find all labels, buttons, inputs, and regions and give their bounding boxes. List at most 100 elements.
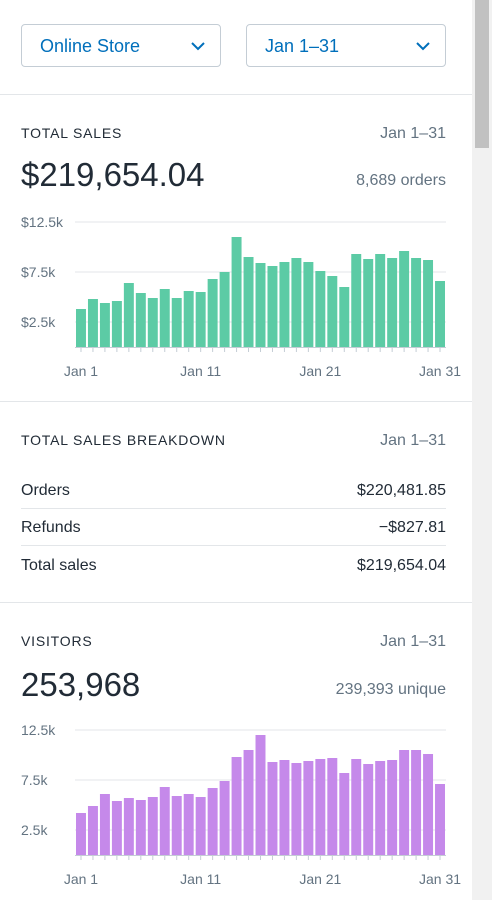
x-tick-label: Jan 1: [64, 871, 98, 887]
store-select-label: Online Store: [40, 36, 141, 56]
chart-bar: [87, 299, 98, 347]
breakdown-row-label: Orders: [21, 482, 70, 499]
row-divider: [21, 545, 446, 546]
total-sales-date: Jan 1–31: [380, 125, 446, 142]
chart-bar: [303, 262, 314, 347]
total-sales-amount: $219,654.04: [21, 156, 205, 193]
x-tick-label: Jan 31: [419, 871, 461, 887]
chart-bar: [183, 291, 194, 347]
chart-bar: [267, 266, 278, 347]
y-tick-label: $12.5k: [21, 214, 64, 230]
chart-bar: [399, 251, 410, 347]
date-range-select-label: Jan 1–31: [265, 36, 340, 56]
breakdown-row-value: $220,481.85: [357, 482, 446, 499]
chart-bar: [87, 806, 98, 855]
visitors-title: VISITORS: [21, 633, 93, 649]
chart-bar: [219, 272, 230, 347]
total-sales-title: TOTAL SALES: [21, 125, 123, 141]
chart-bar: [207, 788, 218, 855]
chart-bar: [267, 762, 278, 855]
store-select[interactable]: Online Store: [21, 24, 221, 67]
divider: [0, 401, 472, 402]
chart-bar: [207, 279, 218, 347]
y-tick-label: $7.5k: [21, 264, 56, 280]
chart-bar: [423, 260, 434, 347]
chart-bar: [195, 292, 206, 347]
scrollbar[interactable]: [472, 0, 492, 900]
chart-bar: [411, 258, 422, 347]
breakdown-title: TOTAL SALES BREAKDOWN: [21, 432, 226, 448]
breakdown-row-label: Refunds: [21, 519, 81, 536]
chart-bar: [339, 773, 350, 855]
chart-bar: [111, 301, 122, 347]
chart-bar: [435, 281, 445, 347]
visitors-unique: 239,393 unique: [335, 681, 446, 698]
chart-bar: [363, 764, 374, 855]
x-tick-label: Jan 11: [180, 363, 221, 379]
x-tick-label: Jan 1: [64, 363, 98, 379]
chart-bar: [303, 761, 314, 855]
chart-bar: [315, 759, 326, 855]
chart-bar: [231, 237, 242, 347]
chart-bar: [99, 303, 110, 347]
chart-bar: [387, 258, 398, 347]
chart-bar: [231, 757, 242, 855]
y-tick-label: $2.5k: [21, 314, 56, 330]
divider: [0, 94, 472, 95]
chart-bar: [99, 794, 110, 855]
chart-bar: [423, 754, 434, 855]
divider: [0, 602, 472, 603]
chart-bar: [327, 276, 338, 347]
breakdown-row-label: Total sales: [21, 557, 97, 574]
x-tick-label: Jan 31: [419, 363, 461, 379]
chart-bar: [255, 735, 266, 855]
chart-bar: [171, 298, 182, 347]
breakdown-row-value: $219,654.04: [357, 557, 446, 574]
total-sales-chart: $2.5k $7.5k $12.5k Jan 1 Jan 11 Jan 21 Jan 31: [21, 214, 461, 379]
y-tick-label: 2.5k: [21, 822, 48, 838]
chart-bar: [351, 759, 362, 855]
chart-bar: [123, 283, 134, 347]
chart-bar: [435, 784, 445, 855]
chart-bar: [135, 293, 146, 347]
visitors-count: 253,968: [21, 666, 141, 703]
x-tick-label: Jan 21: [299, 363, 341, 379]
visitors-chart: 2.5k 7.5k 12.5k Jan 1 Jan 11 Jan 21 Jan 31: [21, 722, 461, 887]
chart-bar: [195, 797, 206, 855]
y-tick-label: 7.5k: [21, 772, 48, 788]
chart-bar: [375, 761, 386, 855]
chart-bar: [363, 259, 374, 347]
chart-bar: [279, 760, 290, 855]
chart-bar: [315, 271, 326, 347]
total-sales-orders: 8,689 orders: [356, 172, 446, 189]
chart-bar: [375, 254, 386, 347]
chart-bar: [291, 258, 302, 347]
chart-bar: [76, 813, 86, 855]
scrollbar-thumb[interactable]: [475, 0, 489, 148]
analytics-panel: Online Store Jan 1–31 TOTAL SALES Jan 1–…: [0, 24, 472, 887]
chart-bar: [243, 257, 254, 347]
y-tick-label: 12.5k: [21, 722, 56, 738]
chart-bar: [411, 750, 422, 855]
x-tick-label: Jan 21: [299, 871, 341, 887]
breakdown-date: Jan 1–31: [380, 432, 446, 449]
chart-bar: [135, 800, 146, 855]
chart-bar: [111, 801, 122, 855]
chart-bar: [291, 763, 302, 855]
chart-bar: [147, 298, 158, 347]
chart-bar: [171, 796, 182, 855]
chevron-down-icon: [191, 25, 205, 68]
chart-bar: [399, 750, 410, 855]
date-range-select[interactable]: Jan 1–31: [246, 24, 446, 67]
chart-bar: [339, 287, 350, 347]
row-divider: [21, 508, 446, 509]
chart-bar: [351, 254, 362, 347]
chart-bar: [219, 781, 230, 855]
chart-bar: [255, 263, 266, 347]
chart-bar: [183, 794, 194, 855]
breakdown-row-value: −$827.81: [378, 519, 446, 536]
chart-bar: [279, 262, 290, 347]
visitors-date: Jan 1–31: [380, 633, 446, 650]
chart-bar: [159, 787, 170, 855]
chart-bar: [159, 289, 170, 347]
